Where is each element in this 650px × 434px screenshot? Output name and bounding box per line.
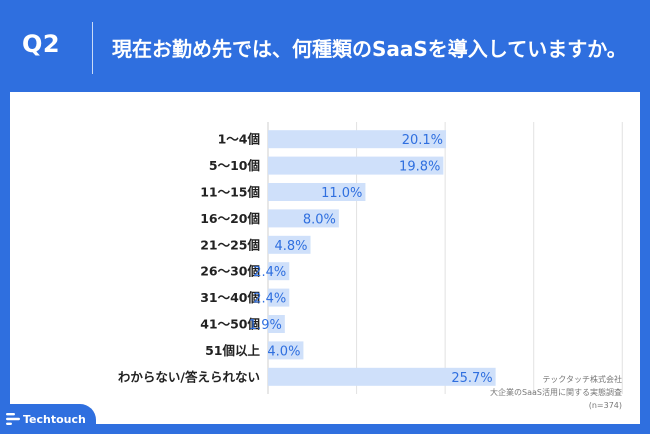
bar bbox=[268, 209, 339, 228]
category-label: 21〜25個 bbox=[200, 237, 260, 252]
header: Q2 現在お勤め先では、何種類のSaaSを導入していますか。 bbox=[0, 0, 650, 92]
bar bbox=[268, 341, 304, 360]
bar-chart: 1〜4個 20.1% 5〜10個 19.8% 11〜15個 11.0% 16〜20個 8.0%… bbox=[118, 122, 623, 394]
value-label: 11.0% bbox=[321, 186, 362, 201]
category-label: わからない/答えられない bbox=[118, 369, 260, 384]
category-label: 11〜15個 bbox=[200, 185, 260, 200]
bar bbox=[268, 156, 444, 175]
bar bbox=[268, 183, 366, 201]
brand-logo: Techtouch bbox=[0, 404, 96, 434]
question-text: 現在お勤め先では、何種類のSaaSを導入していますか。 bbox=[112, 37, 627, 61]
value-label: 4.0% bbox=[267, 344, 300, 359]
category-label: 16〜20個 bbox=[200, 211, 260, 226]
chart-panel: 1〜4個 20.1% 5〜10個 19.8% 11〜15個 11.0% 16〜20個 8.0%… bbox=[10, 92, 640, 424]
bar bbox=[268, 130, 447, 149]
value-label: 8.0% bbox=[303, 212, 336, 227]
category-label: 31〜40個 bbox=[200, 290, 260, 305]
header-divider bbox=[92, 22, 93, 74]
category-label: 51個以上 bbox=[205, 343, 260, 358]
source-line-survey: 大企業のSaaS活用に関する実態調査 bbox=[490, 388, 622, 397]
bar bbox=[268, 367, 496, 386]
value-label: 4.8% bbox=[274, 239, 307, 254]
question-number: Q2 bbox=[22, 30, 61, 58]
value-label: 25.7% bbox=[451, 371, 492, 386]
bar bbox=[268, 235, 311, 254]
value-label: 19.8% bbox=[399, 160, 440, 175]
category-label: 26〜30個 bbox=[200, 264, 260, 279]
bar bbox=[268, 315, 285, 333]
source-line-sample: (n=374) bbox=[588, 401, 622, 410]
value-label: 20.1% bbox=[402, 133, 443, 148]
brand-mark-icon bbox=[6, 413, 20, 425]
source-note: テックタッチ株式会社 大企業のSaaS活用に関する実態調査 (n=374) bbox=[490, 373, 622, 412]
category-label: 41〜50個 bbox=[200, 317, 260, 332]
brand-name: Techtouch bbox=[23, 412, 86, 426]
bar bbox=[268, 262, 290, 281]
value-label: 2.4% bbox=[253, 265, 286, 280]
category-label: 5〜10個 bbox=[209, 158, 260, 173]
value-label: 2.4% bbox=[253, 292, 286, 307]
source-line-company: テックタッチ株式会社 bbox=[542, 375, 622, 384]
category-label: 1〜4個 bbox=[218, 132, 260, 147]
bar bbox=[268, 288, 290, 307]
value-label: 1.9% bbox=[249, 318, 282, 333]
